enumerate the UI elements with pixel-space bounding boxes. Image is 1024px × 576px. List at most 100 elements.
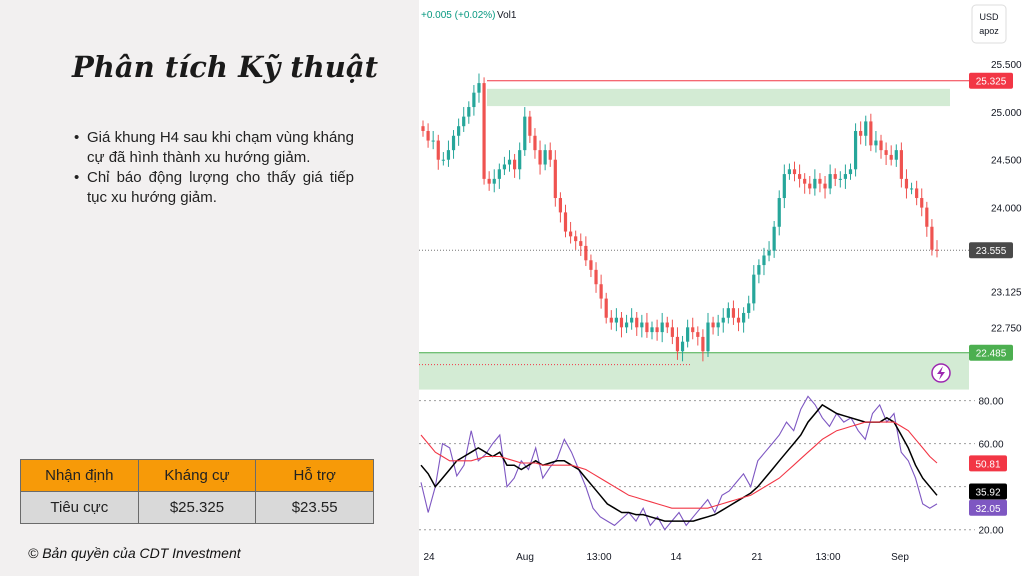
candle-body [538,150,542,165]
candle-body [823,183,827,189]
candle-body [660,322,664,333]
time-tick-label: 21 [751,552,763,563]
candle-body [767,250,771,256]
candle-body [696,332,700,337]
time-tick-label: 24 [423,552,435,563]
slide-title: Phân tích Kỹ thuật [72,50,379,84]
candle-body [502,164,507,170]
price-tag-label: 25.325 [976,77,1007,88]
lightning-icon[interactable] [931,363,951,383]
candle-body [808,183,812,189]
candle-body [497,169,501,179]
candle-body [472,92,476,108]
candle-body [604,298,608,318]
currency-button[interactable]: USD apoz [971,4,1007,44]
candle-body [558,198,563,213]
axis-layer: 25.500 25.000 24.500 24.000 23.125 22.750 25.3… [423,60,1022,563]
candle-body [915,188,919,199]
indicator-tag-box [969,483,1007,500]
candle-body [843,174,847,179]
price-tag-box [969,242,1013,259]
candle-body [624,322,629,328]
candle-body [803,178,807,184]
candle-body [701,336,705,352]
candle-body [706,322,710,352]
price-tick-label: 24.500 [991,156,1022,167]
candle-body [482,83,486,179]
candle-body [533,135,537,151]
candle-body [635,317,639,328]
price-tick-label: 25.500 [991,60,1022,71]
grid-layer [419,80,975,366]
price-tick-label: 23.125 [991,287,1022,298]
candle-body [680,341,685,352]
candle-body [742,312,746,323]
time-tick-label: 13:00 [586,552,611,563]
candle-body [848,169,853,175]
indicator-series-line [420,421,938,509]
candle-body [686,327,690,342]
candle-body [665,322,669,328]
zones-layer [419,88,969,390]
candle-body [731,308,736,318]
candle-body [899,150,903,179]
candle-body [436,140,440,160]
candle-body [920,198,924,208]
candle-body [513,159,517,170]
price-tick-label: 25.000 [991,108,1022,119]
candle-body [528,116,532,136]
candle-body [747,303,751,313]
candle-body [492,178,496,184]
candle-body [904,178,909,189]
candle-body [523,116,527,151]
candle-body [792,169,797,175]
candle-body [726,308,730,318]
indicator-tag-label: 50.81 [975,459,1000,470]
candle-body [589,260,593,270]
candle-body [441,159,445,161]
candle-body [828,174,832,189]
indicator-tag-box [969,455,1007,472]
candle-body [574,236,578,242]
candle-body [838,178,842,180]
header-support: Hỗ trợ [255,459,374,492]
copyright-text: © Bản quyền của CDT Investment [28,545,241,561]
table-row: Tiêu cực $25.325 $23.55 [20,491,374,524]
candle-body [864,121,868,136]
candle-body [889,154,893,160]
candle-body [757,265,761,275]
candle-body [584,245,588,261]
currency-sublabel: apoz [979,26,999,36]
candle-body [859,130,863,136]
header-resistance: Kháng cự [137,459,257,492]
candle-body [670,327,674,337]
candle-body [853,130,858,170]
candle-body [548,150,552,160]
candle-body [594,269,598,285]
candle-body [935,249,939,251]
candle-body [655,327,659,333]
support-zone [419,352,969,390]
candle-body [813,178,817,189]
analysis-bullets: Giá khung H4 sau khi chạm vùng kháng cự … [72,128,354,208]
time-tick-label: 13:00 [815,552,840,563]
time-tick-label: Sep [891,552,909,563]
candle-body [650,327,654,333]
currency-label: USD [979,12,999,22]
candle-body [925,207,929,227]
candle-body [431,140,435,142]
slide-left-panel: Phân tích Kỹ thuật Giá khung H4 sau khi … [0,0,419,576]
candle-body [884,150,888,155]
resistance-zone [487,88,950,107]
candle-body [777,198,781,227]
price-tick-label: 22.750 [991,323,1022,334]
price-change-readout: +0.005 (+0.02%) [421,10,496,21]
currency-button-frame[interactable] [971,4,1007,44]
candle-body [599,284,603,299]
candle-body [467,107,471,117]
candle-body [782,174,786,199]
candle-body [487,178,491,184]
candle-body [451,135,456,151]
candle-body [894,150,898,160]
